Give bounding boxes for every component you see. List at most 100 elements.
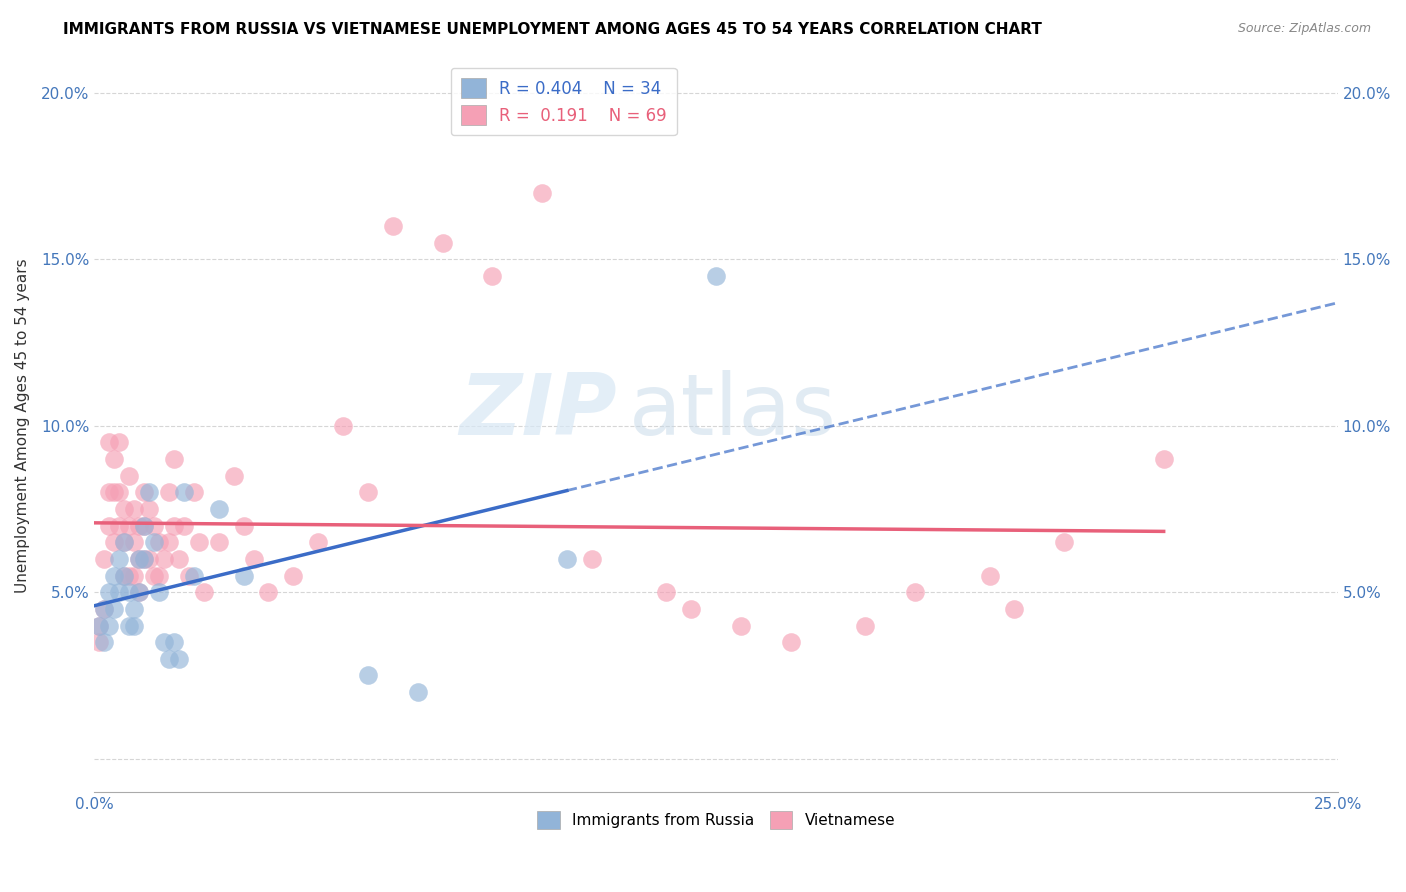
Point bbox=[128, 585, 150, 599]
Point bbox=[232, 568, 254, 582]
Point bbox=[122, 502, 145, 516]
Point bbox=[187, 535, 209, 549]
Point bbox=[128, 552, 150, 566]
Point bbox=[167, 652, 190, 666]
Point bbox=[98, 485, 121, 500]
Point bbox=[108, 485, 131, 500]
Point bbox=[122, 602, 145, 616]
Point bbox=[143, 568, 166, 582]
Point bbox=[581, 552, 603, 566]
Point bbox=[93, 552, 115, 566]
Point bbox=[132, 518, 155, 533]
Point bbox=[98, 435, 121, 450]
Point bbox=[118, 618, 141, 632]
Point bbox=[481, 268, 503, 283]
Point bbox=[1153, 452, 1175, 467]
Point bbox=[357, 485, 380, 500]
Point bbox=[530, 186, 553, 200]
Text: IMMIGRANTS FROM RUSSIA VS VIETNAMESE UNEMPLOYMENT AMONG AGES 45 TO 54 YEARS CORR: IMMIGRANTS FROM RUSSIA VS VIETNAMESE UNE… bbox=[63, 22, 1042, 37]
Point bbox=[132, 485, 155, 500]
Point bbox=[108, 552, 131, 566]
Point bbox=[89, 618, 111, 632]
Point bbox=[381, 219, 404, 233]
Point bbox=[163, 518, 186, 533]
Point bbox=[122, 535, 145, 549]
Point bbox=[283, 568, 305, 582]
Point bbox=[112, 535, 135, 549]
Point bbox=[904, 585, 927, 599]
Point bbox=[148, 585, 170, 599]
Point bbox=[1053, 535, 1076, 549]
Point bbox=[779, 635, 801, 649]
Text: atlas: atlas bbox=[628, 369, 837, 452]
Point bbox=[108, 585, 131, 599]
Point bbox=[112, 535, 135, 549]
Point bbox=[93, 602, 115, 616]
Point bbox=[118, 585, 141, 599]
Point bbox=[98, 518, 121, 533]
Point bbox=[93, 635, 115, 649]
Point bbox=[1004, 602, 1026, 616]
Point bbox=[153, 635, 176, 649]
Point bbox=[148, 535, 170, 549]
Point bbox=[167, 552, 190, 566]
Point bbox=[183, 485, 205, 500]
Point bbox=[157, 535, 180, 549]
Point bbox=[143, 518, 166, 533]
Point bbox=[157, 652, 180, 666]
Point bbox=[118, 468, 141, 483]
Point bbox=[98, 618, 121, 632]
Point bbox=[208, 535, 231, 549]
Point bbox=[143, 535, 166, 549]
Point bbox=[89, 618, 111, 632]
Point bbox=[93, 602, 115, 616]
Point bbox=[157, 485, 180, 500]
Point bbox=[177, 568, 200, 582]
Point bbox=[432, 235, 454, 250]
Y-axis label: Unemployment Among Ages 45 to 54 years: Unemployment Among Ages 45 to 54 years bbox=[15, 259, 30, 593]
Point bbox=[112, 568, 135, 582]
Point bbox=[242, 552, 264, 566]
Point bbox=[112, 568, 135, 582]
Point bbox=[183, 568, 205, 582]
Point bbox=[163, 452, 186, 467]
Point bbox=[128, 552, 150, 566]
Point bbox=[138, 552, 160, 566]
Point bbox=[89, 635, 111, 649]
Point bbox=[853, 618, 876, 632]
Legend: Immigrants from Russia, Vietnamese: Immigrants from Russia, Vietnamese bbox=[530, 805, 901, 836]
Point bbox=[108, 435, 131, 450]
Point bbox=[979, 568, 1001, 582]
Point bbox=[193, 585, 215, 599]
Point bbox=[103, 535, 125, 549]
Text: Source: ZipAtlas.com: Source: ZipAtlas.com bbox=[1237, 22, 1371, 36]
Point bbox=[222, 468, 245, 483]
Point bbox=[122, 618, 145, 632]
Point bbox=[128, 585, 150, 599]
Point bbox=[232, 518, 254, 533]
Point bbox=[148, 568, 170, 582]
Point bbox=[132, 552, 155, 566]
Point bbox=[173, 485, 195, 500]
Point bbox=[103, 452, 125, 467]
Point bbox=[122, 568, 145, 582]
Point bbox=[128, 518, 150, 533]
Point bbox=[138, 485, 160, 500]
Text: ZIP: ZIP bbox=[458, 369, 617, 452]
Point bbox=[103, 485, 125, 500]
Point bbox=[704, 268, 727, 283]
Point bbox=[730, 618, 752, 632]
Point bbox=[118, 518, 141, 533]
Point bbox=[138, 502, 160, 516]
Point bbox=[103, 568, 125, 582]
Point bbox=[257, 585, 280, 599]
Point bbox=[332, 418, 354, 433]
Point bbox=[103, 602, 125, 616]
Point bbox=[208, 502, 231, 516]
Point bbox=[357, 668, 380, 682]
Point bbox=[163, 635, 186, 649]
Point bbox=[132, 518, 155, 533]
Point bbox=[307, 535, 329, 549]
Point bbox=[118, 568, 141, 582]
Point bbox=[655, 585, 678, 599]
